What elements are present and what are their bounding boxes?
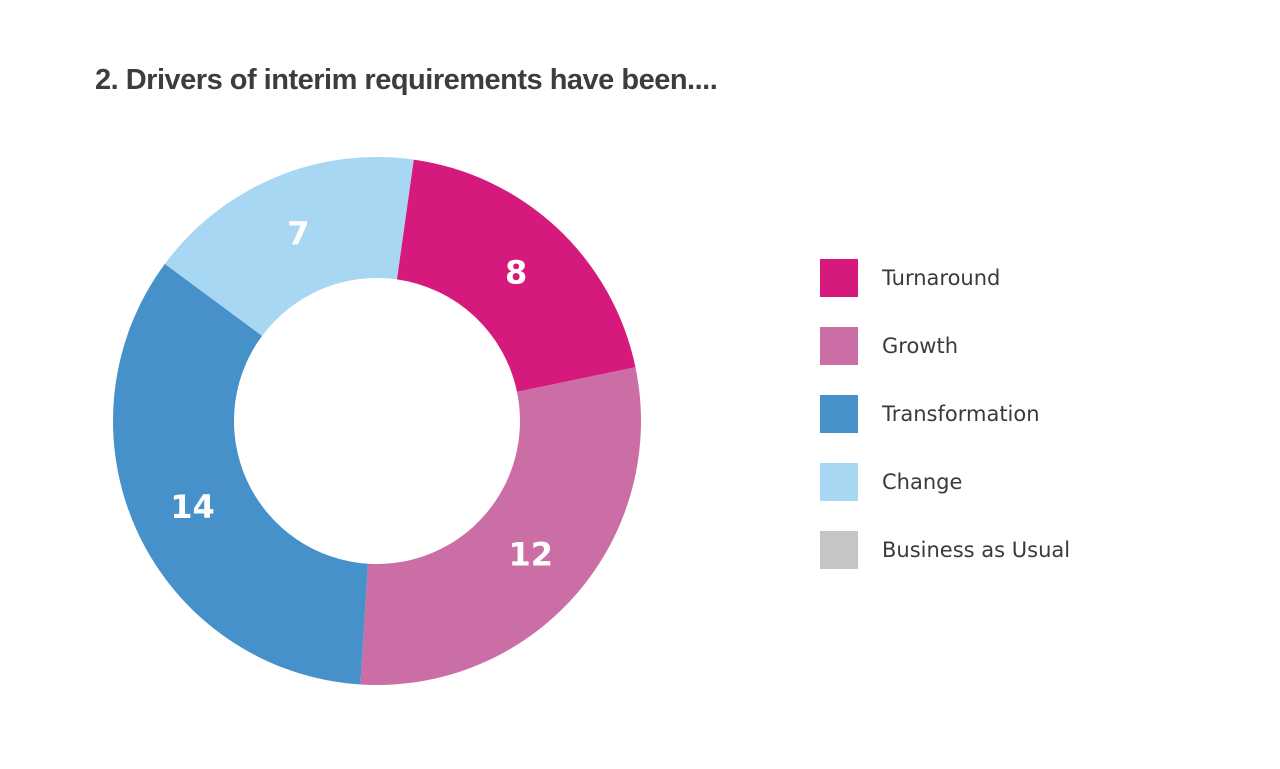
legend-item-change: Change: [820, 463, 1070, 501]
donut-value-label-turnaround: 8: [505, 253, 527, 291]
donut-slice-transformation: [112, 263, 368, 685]
legend-swatch-transformation: [820, 395, 858, 433]
legend-swatch-turnaround: [820, 259, 858, 297]
donut-value-label-growth: 12: [508, 535, 553, 573]
legend-item-business-as-usual: Business as Usual: [820, 531, 1070, 569]
chart-legend: Turnaround Growth Transformation Change …: [820, 259, 1070, 569]
legend-label-change: Change: [882, 470, 963, 494]
donut-value-label-change: 7: [287, 214, 309, 252]
legend-label-turnaround: Turnaround: [882, 266, 1001, 290]
donut-value-label-transformation: 14: [170, 488, 215, 526]
donut-slice-turnaround: [396, 159, 636, 392]
legend-item-turnaround: Turnaround: [820, 259, 1070, 297]
legend-swatch-growth: [820, 327, 858, 365]
legend-item-growth: Growth: [820, 327, 1070, 365]
chart-title: 2. Drivers of interim requirements have …: [95, 64, 718, 96]
donut-slice-change: [164, 157, 414, 336]
legend-item-transformation: Transformation: [820, 395, 1070, 433]
donut-slice-growth: [360, 367, 641, 686]
legend-label-transformation: Transformation: [882, 402, 1040, 426]
legend-swatch-business-as-usual: [820, 531, 858, 569]
legend-swatch-change: [820, 463, 858, 501]
legend-label-growth: Growth: [882, 334, 959, 358]
donut-chart: 8 12 14 7: [112, 157, 641, 686]
legend-label-business-as-usual: Business as Usual: [882, 538, 1071, 562]
